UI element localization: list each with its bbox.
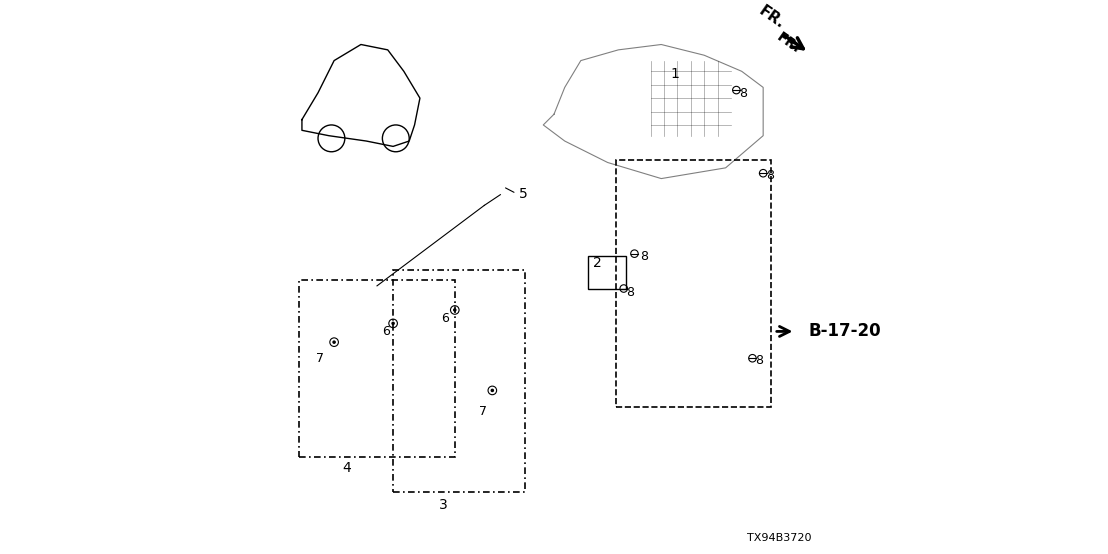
Circle shape bbox=[453, 309, 455, 311]
Text: 1: 1 bbox=[671, 67, 680, 81]
Text: 6: 6 bbox=[382, 325, 390, 338]
Text: 8: 8 bbox=[639, 250, 648, 263]
Bar bbox=[299, 280, 454, 458]
Text: FR.: FR. bbox=[757, 3, 788, 31]
Bar bbox=[616, 160, 771, 407]
Text: 5: 5 bbox=[520, 187, 527, 201]
Text: 3: 3 bbox=[439, 497, 448, 512]
Circle shape bbox=[334, 341, 336, 343]
Circle shape bbox=[392, 322, 394, 325]
Text: FR.: FR. bbox=[774, 30, 803, 57]
Text: 8: 8 bbox=[756, 355, 763, 367]
Text: TX94B3720: TX94B3720 bbox=[747, 534, 811, 543]
Text: 8: 8 bbox=[739, 88, 747, 100]
Bar bbox=[588, 257, 626, 289]
Circle shape bbox=[491, 389, 493, 392]
Text: 4: 4 bbox=[342, 461, 351, 475]
Text: 8: 8 bbox=[766, 170, 773, 182]
Text: 2: 2 bbox=[593, 257, 602, 270]
Bar bbox=[393, 270, 524, 493]
Text: B-17-20: B-17-20 bbox=[809, 322, 881, 340]
Text: 7: 7 bbox=[479, 406, 486, 418]
Text: 6: 6 bbox=[442, 311, 450, 325]
Text: 7: 7 bbox=[317, 352, 325, 365]
Text: 8: 8 bbox=[626, 286, 635, 299]
